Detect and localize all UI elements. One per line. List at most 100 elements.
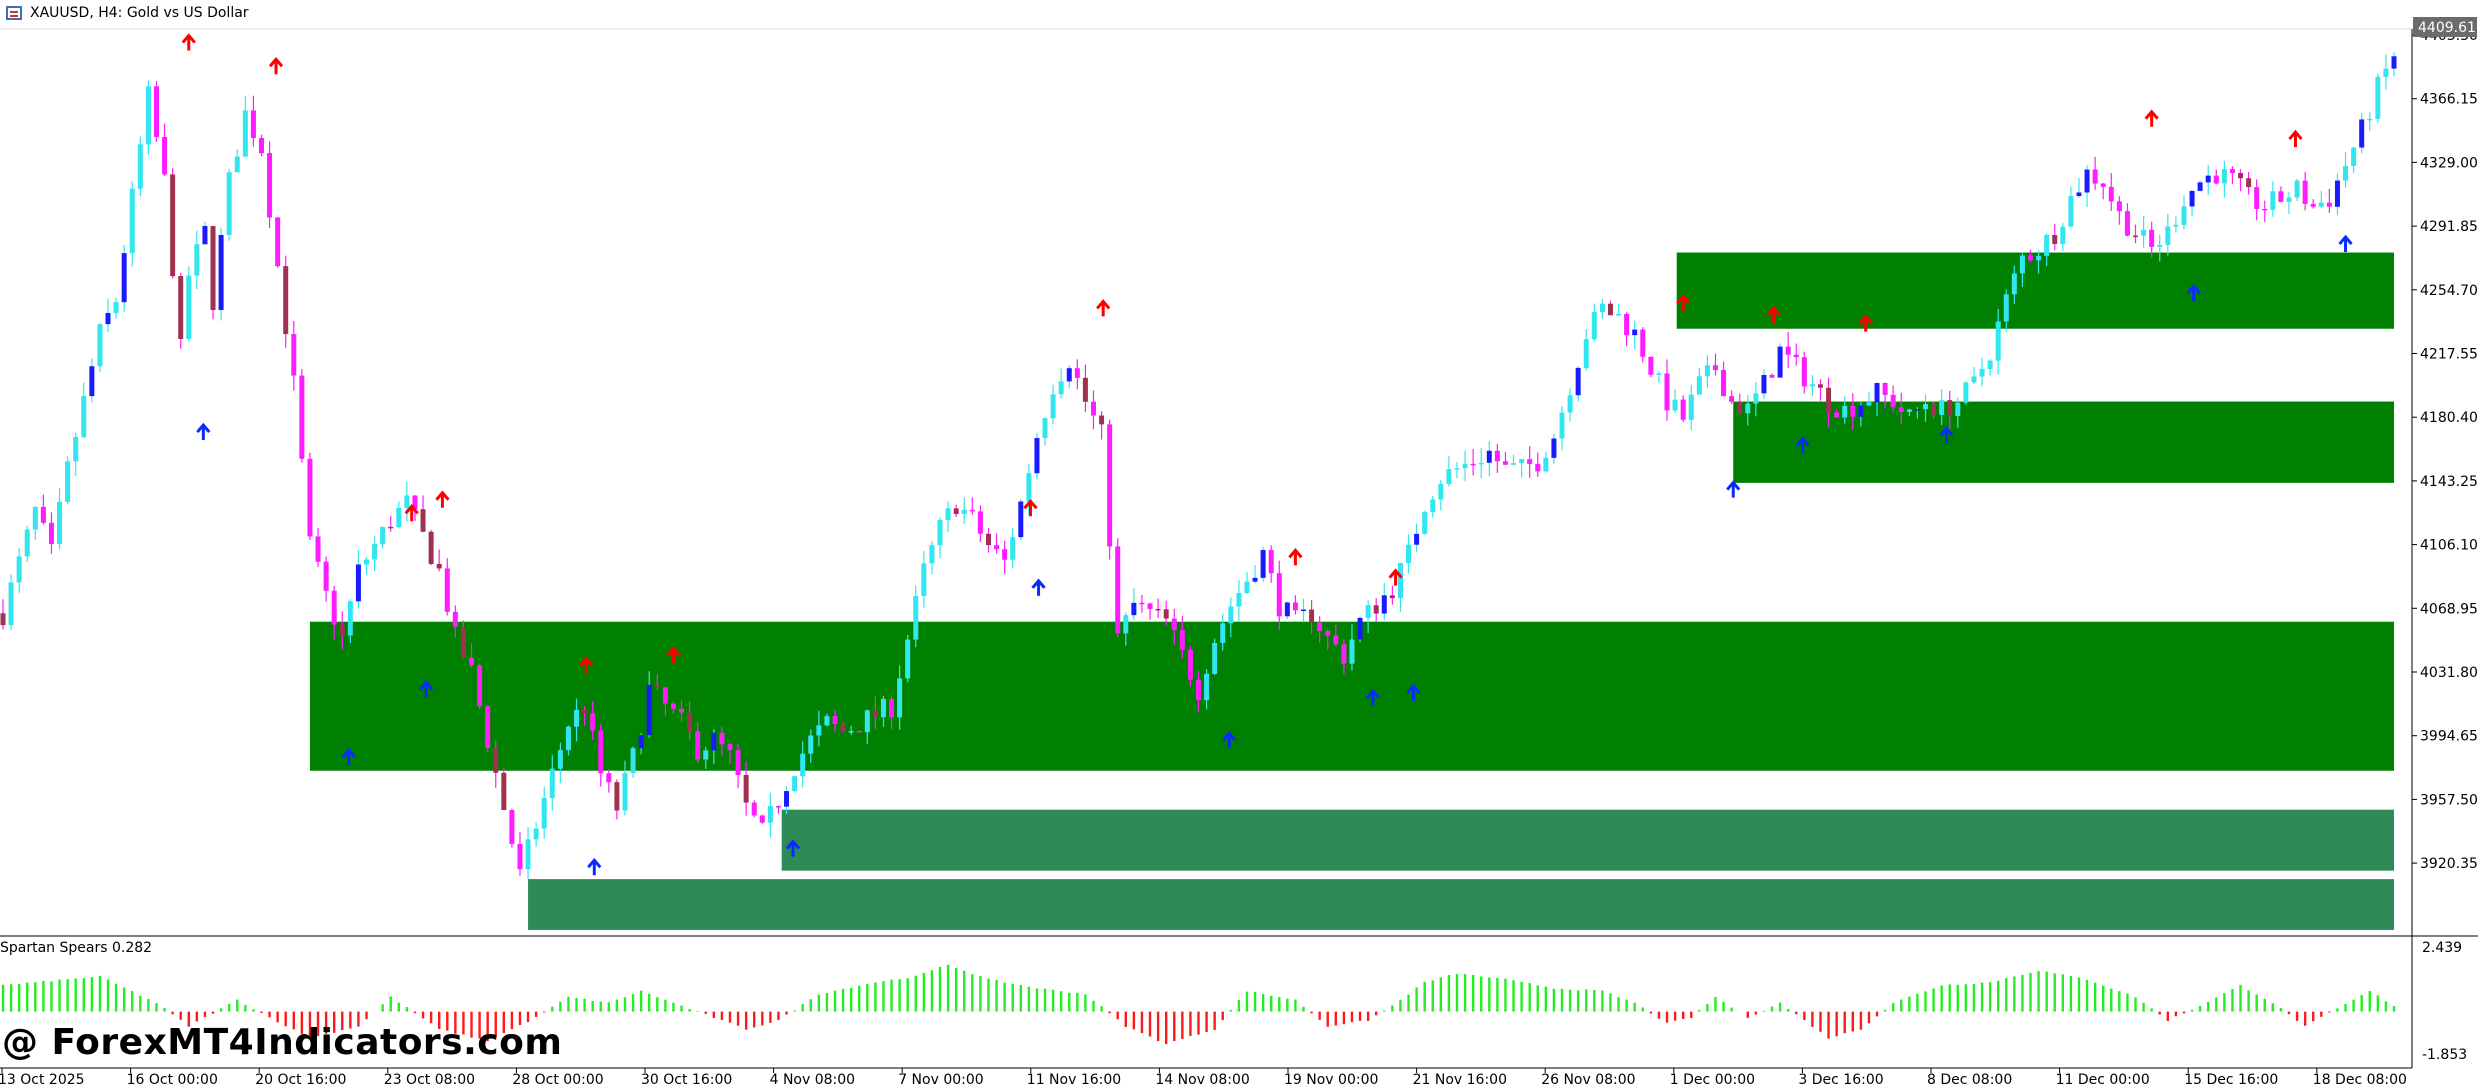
candle-body: [897, 678, 903, 718]
candle: [2100, 182, 2106, 200]
candle: [1066, 365, 1072, 389]
candle: [210, 225, 216, 320]
candle: [792, 775, 798, 793]
candle-body: [355, 564, 361, 602]
candle-body: [1389, 595, 1395, 599]
candle-body: [2003, 294, 2009, 322]
candle-body: [1155, 608, 1161, 611]
candle: [2270, 181, 2276, 217]
candle-body: [590, 713, 596, 731]
candle: [1914, 407, 1920, 419]
candle: [2262, 200, 2268, 223]
candle: [703, 746, 709, 769]
candle-body: [1123, 615, 1129, 634]
candle-body: [1317, 622, 1323, 631]
candle: [1842, 396, 1848, 424]
candle-body: [2351, 147, 2357, 167]
candle: [1042, 417, 1048, 446]
candle: [2124, 203, 2130, 237]
candle-body: [670, 703, 676, 709]
arrow-head: [587, 857, 602, 869]
candle: [1882, 382, 1888, 409]
candle: [48, 512, 54, 554]
candle-body: [1511, 463, 1517, 465]
candle-body: [1551, 438, 1557, 458]
candle-body: [1680, 399, 1686, 420]
candle: [1446, 456, 1452, 487]
candle: [1535, 452, 1541, 477]
candle-body: [840, 724, 846, 732]
buy-arrow: [1726, 480, 1741, 498]
candle: [1624, 312, 1630, 347]
candle-body: [396, 507, 402, 528]
candle: [1244, 572, 1250, 594]
candle-body: [1971, 376, 1977, 383]
candle: [1599, 299, 1605, 319]
arrow-head: [2338, 234, 2353, 246]
candle-body: [1131, 602, 1137, 616]
candle: [2391, 52, 2397, 77]
candle-body: [2318, 202, 2324, 207]
sell-arrow: [1023, 498, 1038, 517]
arrow-head: [1406, 683, 1421, 694]
price-tick-label: 4106.10: [2420, 538, 2478, 554]
candle: [1777, 343, 1783, 378]
chart-window-icon: [6, 6, 22, 20]
candle: [759, 814, 765, 824]
time-tick-label: 4 Nov 08:00: [770, 1072, 855, 1086]
candle: [1099, 411, 1105, 440]
candle: [945, 501, 951, 533]
candle-body: [856, 731, 862, 733]
candle: [1502, 451, 1508, 465]
candle-body: [945, 508, 951, 520]
candle-body: [2092, 169, 2098, 184]
indicator-tick-label: 2.439: [2422, 940, 2462, 956]
candle-body: [872, 710, 878, 718]
sell-arrow: [268, 56, 284, 75]
candle-body: [848, 731, 854, 733]
candles: [0, 52, 2397, 880]
candle: [2351, 146, 2357, 174]
time-axis-labels: 13 Oct 2025 16 Oct 00:00 20 Oct 16:00 23 Oc…: [0, 1068, 2407, 1086]
candle: [477, 663, 483, 710]
time-tick-label: 30 Oct 16:00: [641, 1072, 732, 1086]
candle: [1454, 462, 1460, 479]
price-tick-label: 4254.70: [2420, 283, 2478, 299]
candle: [889, 696, 895, 729]
candle: [994, 533, 1000, 554]
time-tick-label: 11 Nov 16:00: [1027, 1072, 1121, 1086]
candle-body: [1066, 368, 1072, 382]
candle: [1486, 440, 1492, 477]
candle-body: [460, 626, 466, 659]
candle: [339, 611, 345, 650]
price-tick-label: 3920.35: [2420, 856, 2478, 872]
candle: [2246, 171, 2252, 195]
candle-body: [1616, 313, 1622, 316]
candle: [137, 136, 143, 197]
candle-body: [1309, 609, 1315, 623]
candle-body: [65, 461, 71, 502]
candle-body: [1115, 546, 1121, 634]
buy-arrow: [785, 839, 801, 857]
time-tick-label: 3 Dec 16:00: [1798, 1072, 1883, 1086]
candle: [89, 358, 95, 403]
arrow-head: [1766, 305, 1781, 317]
candle: [2343, 152, 2349, 188]
candle: [1519, 458, 1525, 478]
candle-body: [1414, 533, 1420, 545]
candle: [73, 432, 79, 476]
candle-body: [2286, 197, 2292, 202]
candle: [985, 527, 991, 553]
sell-arrow: [1096, 299, 1111, 317]
candle: [654, 674, 660, 690]
price-tick-label: 4143.25: [2420, 474, 2478, 490]
candle: [622, 760, 628, 816]
candle: [808, 729, 814, 764]
candle: [1616, 303, 1622, 316]
candle: [630, 746, 636, 778]
candle-body: [654, 684, 660, 688]
candle: [452, 605, 458, 638]
candle-body: [2108, 186, 2114, 202]
candle-body: [1236, 592, 1242, 607]
candle-body: [2028, 255, 2034, 261]
